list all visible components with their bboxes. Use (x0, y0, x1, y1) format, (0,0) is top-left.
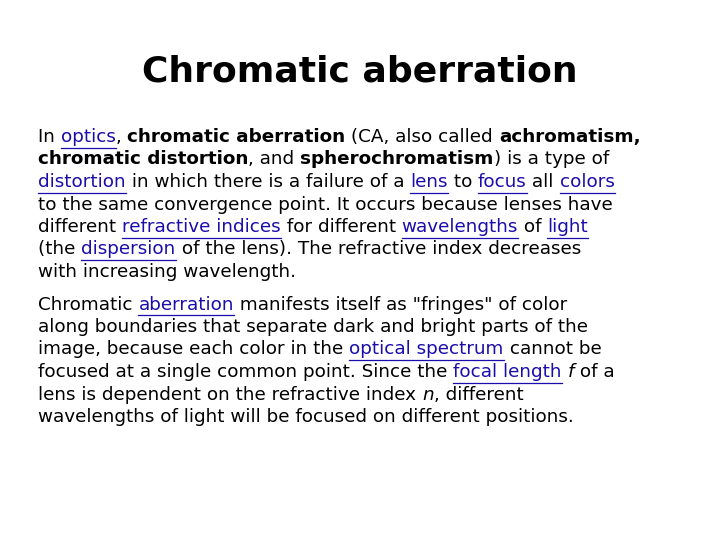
Text: ,: , (116, 128, 127, 146)
Text: achromatism,: achromatism, (499, 128, 641, 146)
Text: Chromatic aberration: Chromatic aberration (142, 55, 578, 89)
Text: optical spectrum: optical spectrum (349, 341, 503, 359)
Text: chromatic aberration: chromatic aberration (127, 128, 346, 146)
Text: chromatic distortion: chromatic distortion (38, 151, 248, 168)
Text: focus: focus (478, 173, 526, 191)
Text: aberration: aberration (138, 295, 234, 314)
Text: focused at a single common point. Since the: focused at a single common point. Since … (38, 363, 454, 381)
Text: lens is dependent on the refractive index: lens is dependent on the refractive inde… (38, 386, 422, 403)
Text: for different: for different (281, 218, 402, 236)
Text: In: In (38, 128, 60, 146)
Text: to: to (448, 173, 478, 191)
Text: all: all (526, 173, 559, 191)
Text: f: f (567, 363, 574, 381)
Text: of: of (518, 218, 547, 236)
Text: to the same convergence point. It occurs because lenses have: to the same convergence point. It occurs… (38, 195, 613, 213)
Text: of the lens). The refractive index decreases: of the lens). The refractive index decre… (176, 240, 581, 259)
Text: light: light (547, 218, 588, 236)
Text: ) is a type of: ) is a type of (494, 151, 609, 168)
Text: , different: , different (433, 386, 523, 403)
Text: manifests itself as "fringes" of color: manifests itself as "fringes" of color (234, 295, 567, 314)
Text: dispersion: dispersion (81, 240, 176, 259)
Text: wavelengths: wavelengths (402, 218, 518, 236)
Text: focal length: focal length (454, 363, 562, 381)
Text: distortion: distortion (38, 173, 125, 191)
Text: with increasing wavelength.: with increasing wavelength. (38, 263, 296, 281)
Text: (the: (the (38, 240, 81, 259)
Text: different: different (38, 218, 122, 236)
Text: , and: , and (248, 151, 300, 168)
Text: wavelengths of light will be focused on different positions.: wavelengths of light will be focused on … (38, 408, 574, 426)
Text: of a: of a (574, 363, 615, 381)
Text: (CA, also called: (CA, also called (346, 128, 499, 146)
Text: refractive indices: refractive indices (122, 218, 281, 236)
Text: image, because each color in the: image, because each color in the (38, 341, 349, 359)
Text: Chromatic: Chromatic (38, 295, 138, 314)
Text: optics: optics (60, 128, 116, 146)
Text: along boundaries that separate dark and bright parts of the: along boundaries that separate dark and … (38, 318, 588, 336)
Text: cannot be: cannot be (503, 341, 601, 359)
Text: in which there is a failure of a: in which there is a failure of a (125, 173, 410, 191)
Text: colors: colors (559, 173, 615, 191)
Text: spherochromatism: spherochromatism (300, 151, 494, 168)
Text: n: n (422, 386, 433, 403)
Text: lens: lens (410, 173, 448, 191)
